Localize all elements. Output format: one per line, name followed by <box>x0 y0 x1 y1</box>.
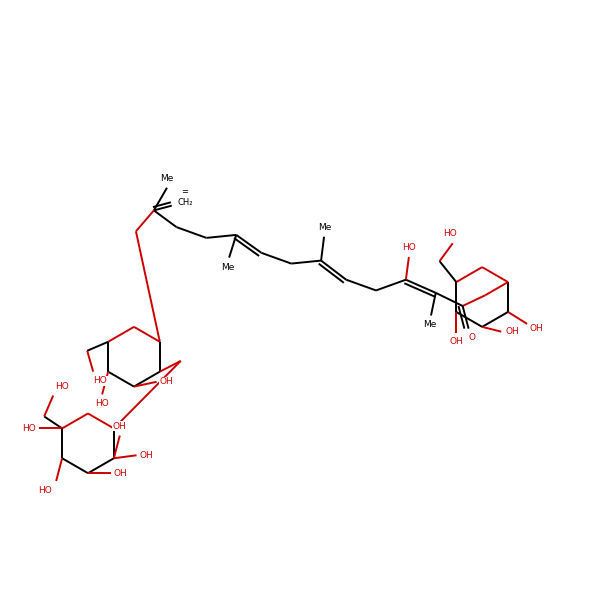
Text: OH: OH <box>505 327 519 336</box>
Text: OH: OH <box>113 422 127 431</box>
Text: HO: HO <box>22 424 35 433</box>
Text: HO: HO <box>95 400 109 409</box>
Text: Me: Me <box>221 263 235 272</box>
Text: Me: Me <box>160 173 173 182</box>
Text: O: O <box>468 332 475 341</box>
Text: OH: OH <box>160 377 173 386</box>
Text: HO: HO <box>94 376 107 385</box>
Text: HO: HO <box>55 382 68 391</box>
Text: Me: Me <box>318 223 331 232</box>
Text: HO: HO <box>402 243 416 252</box>
Text: OH: OH <box>140 451 154 460</box>
Text: HO: HO <box>38 486 52 495</box>
Text: OH: OH <box>530 324 544 333</box>
Text: OH: OH <box>449 337 463 346</box>
Text: HO: HO <box>443 229 457 238</box>
Text: =
CH₂: = CH₂ <box>177 188 193 207</box>
Text: Me: Me <box>423 320 436 329</box>
Text: OH: OH <box>114 469 128 478</box>
